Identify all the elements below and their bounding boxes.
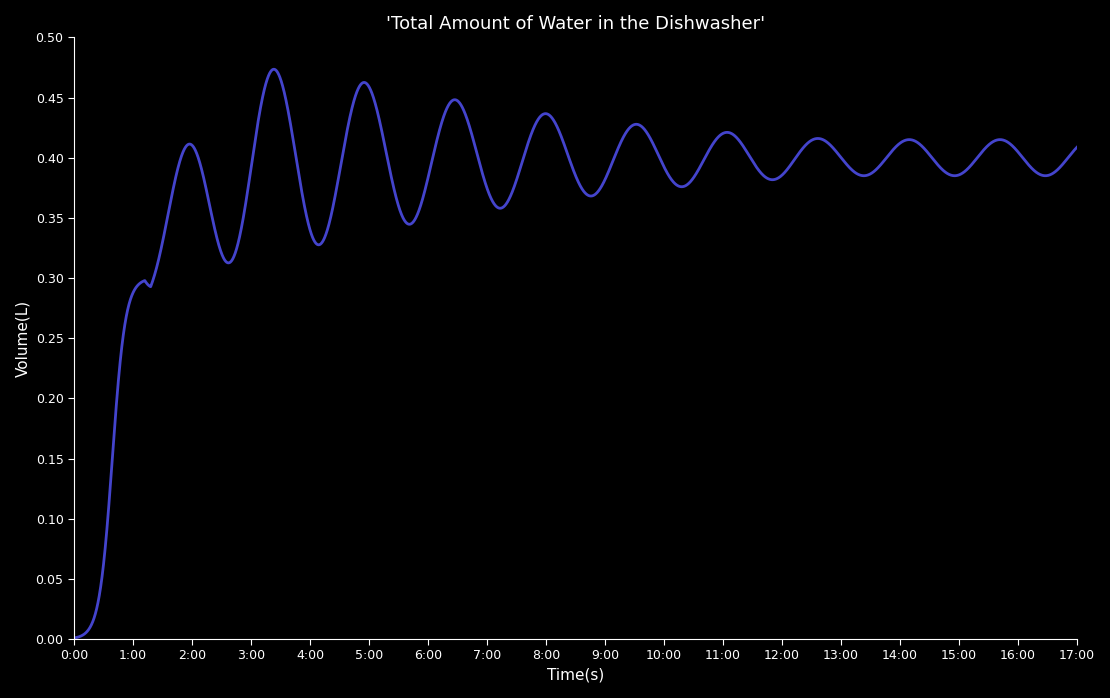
Title: 'Total Amount of Water in the Dishwasher': 'Total Amount of Water in the Dishwasher… <box>386 15 765 33</box>
Y-axis label: Volume(L): Volume(L) <box>16 299 30 377</box>
X-axis label: Time(s): Time(s) <box>547 668 604 683</box>
